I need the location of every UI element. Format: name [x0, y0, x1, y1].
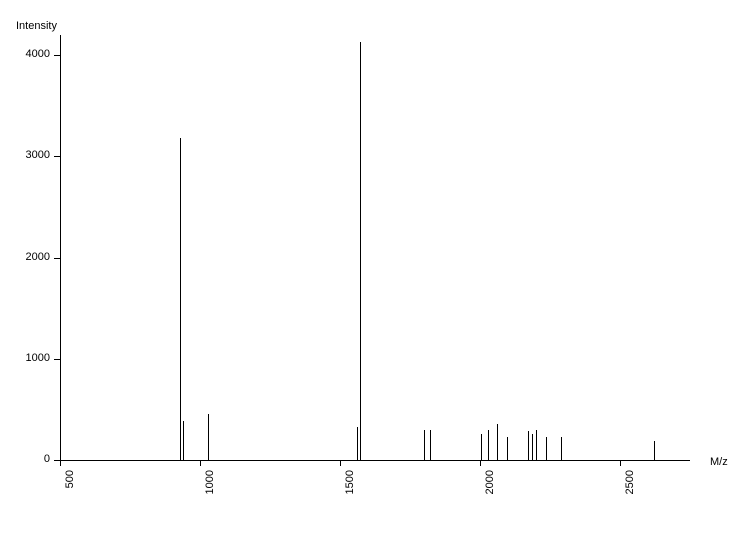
- x-tick-label: 2000: [484, 470, 496, 530]
- spectrum-peak: [183, 421, 184, 460]
- spectrum-peak: [532, 434, 533, 460]
- x-tick-label: 1500: [344, 470, 356, 530]
- y-tick-label: 3000: [16, 149, 50, 161]
- x-tick: [620, 460, 621, 466]
- x-tick: [200, 460, 201, 466]
- spectrum-peak: [360, 42, 361, 460]
- spectrum-peak: [180, 138, 181, 460]
- spectrum-peak: [654, 441, 655, 460]
- spectrum-peak: [357, 427, 358, 460]
- y-tick: [54, 258, 60, 259]
- spectrum-peak: [536, 430, 537, 460]
- y-tick-label: 0: [16, 453, 50, 465]
- x-axis-title: M/z: [710, 456, 728, 468]
- y-tick: [54, 55, 60, 56]
- mass-spectrum-chart: Intensity M/z 0 1000 2000 3000 4000 500 1000 15…: [0, 0, 750, 540]
- spectrum-peak: [546, 437, 547, 460]
- spectrum-peak: [507, 437, 508, 460]
- x-tick-label: 1000: [204, 470, 216, 530]
- spectrum-peak: [497, 424, 498, 460]
- spectrum-peak: [488, 430, 489, 460]
- spectrum-peak: [561, 437, 562, 460]
- y-axis-title: Intensity: [16, 20, 57, 32]
- y-tick-label: 1000: [16, 352, 50, 364]
- y-tick-label: 4000: [16, 48, 50, 60]
- x-tick: [340, 460, 341, 466]
- x-tick: [60, 460, 61, 466]
- spectrum-peak: [424, 430, 425, 460]
- y-axis: [60, 35, 61, 460]
- x-tick-label: 2500: [624, 470, 636, 530]
- y-tick: [54, 156, 60, 157]
- spectrum-peak: [481, 434, 482, 460]
- spectrum-peak: [208, 414, 209, 460]
- y-tick-label: 2000: [16, 251, 50, 263]
- spectrum-peak: [430, 430, 431, 460]
- x-tick: [480, 460, 481, 466]
- x-axis: [60, 460, 690, 461]
- y-tick: [54, 359, 60, 360]
- spectrum-peak: [528, 431, 529, 460]
- x-tick-label: 500: [64, 470, 76, 530]
